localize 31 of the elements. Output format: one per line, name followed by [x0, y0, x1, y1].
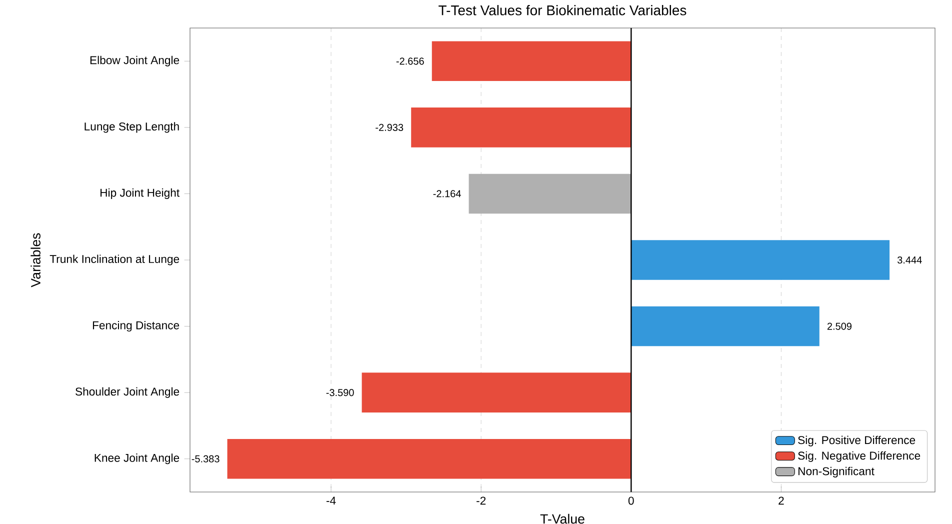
bar	[631, 306, 820, 346]
legend-label: Sig. Negative Difference	[798, 451, 920, 462]
data-label: -2.933	[376, 124, 404, 131]
y-tick-label: Knee Joint Angle	[94, 454, 180, 464]
x-tick-label: -2	[476, 496, 486, 505]
legend-label: Non-Significant	[798, 466, 874, 478]
x-tick-label: -4	[326, 496, 336, 504]
bar	[411, 108, 632, 148]
data-label: 2.509	[827, 322, 852, 330]
x-tick-label: 0	[628, 496, 634, 505]
bar	[631, 240, 890, 280]
data-label: -3.590	[326, 389, 354, 396]
y-tick-label: Elbow Joint Angle	[90, 56, 180, 66]
data-label: -5.383	[192, 455, 220, 462]
y-tick-label: Hip Joint Height	[100, 188, 180, 199]
bar	[227, 438, 632, 479]
legend-label: Sig. Positive Difference	[798, 436, 916, 446]
y-tick-label: Fencing Distance	[92, 320, 180, 332]
x-axis-title: T-Value	[540, 514, 584, 524]
x-tick-label: 2	[778, 496, 784, 505]
bar	[432, 41, 632, 82]
bar	[362, 372, 632, 412]
y-axis-title: Variables	[30, 233, 40, 288]
data-label: 3.444	[897, 256, 922, 264]
data-label: -2.164	[433, 190, 461, 198]
y-tick-label: Trunk Inclination at Lunge	[50, 254, 180, 266]
bar	[468, 174, 632, 214]
y-tick-label: Shoulder Joint Angle	[76, 387, 180, 398]
chart-title: T-Test Values for Biokinematic Variables	[438, 5, 686, 16]
y-tick-label: Lunge Step Length	[84, 122, 179, 133]
data-label: -2.656	[396, 58, 424, 65]
